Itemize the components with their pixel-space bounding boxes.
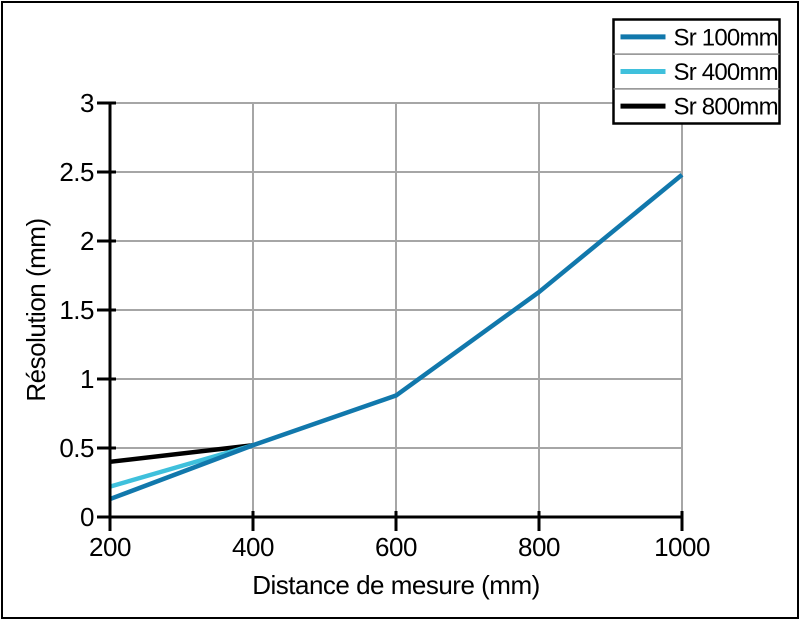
y-tick-label-2.5: 2.5	[59, 157, 94, 187]
legend: Sr 100mm Sr 400mm Sr 800mm	[612, 18, 781, 125]
legend-label-sr-800mm: Sr 800mm	[674, 94, 778, 121]
axes-layer	[97, 101, 684, 531]
grid-layer	[110, 102, 683, 517]
y-tick-label-0.5: 0.5	[59, 433, 94, 463]
y-tick-label-0: 0	[80, 502, 94, 532]
x-tick-label-1000: 1000	[654, 532, 710, 562]
series-line-sr-800mm	[109, 443, 254, 465]
y-tick-label-1.5: 1.5	[59, 295, 94, 325]
x-axis-title: Distance de mesure (mm)	[252, 570, 540, 600]
x-tick-label-400: 400	[232, 532, 274, 562]
x-tick-label-200: 200	[89, 532, 131, 562]
x-tick-label-600: 600	[375, 532, 417, 562]
series-layer	[109, 173, 684, 502]
series-line-sr-100mm	[109, 173, 684, 502]
x-tick-label-800: 800	[518, 532, 560, 562]
y-tick-label-3: 3	[80, 88, 94, 118]
y-tick-label-2: 2	[80, 226, 94, 256]
legend-label-sr-100mm: Sr 100mm	[674, 24, 778, 51]
y-axis-title: Résolution (mm)	[21, 218, 51, 401]
legend-label-sr-400mm: Sr 400mm	[674, 59, 778, 86]
y-tick-label-1: 1	[80, 364, 94, 394]
tick-label-layer: 0 0.5 1 1.5 2 2.5 3 200 400 600 800 1000	[59, 88, 710, 562]
